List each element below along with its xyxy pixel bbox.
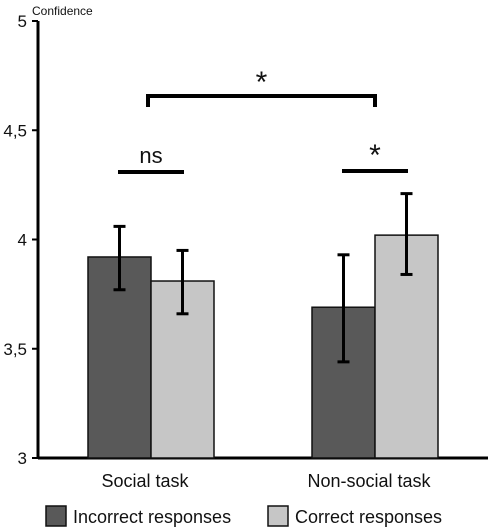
y-tick-label: 4 [18, 231, 27, 250]
legend-label: Incorrect responses [73, 507, 231, 527]
significance-label: * [256, 66, 268, 99]
error-bars [113, 192, 413, 364]
y-tick-label: 4,5 [3, 121, 27, 140]
y-axis-label: Confidence [32, 4, 93, 18]
significance-bracket [146, 94, 377, 107]
legend-label: Correct responses [295, 507, 442, 527]
significance-annotations: ns * * [118, 66, 408, 174]
legend-swatch [45, 505, 67, 527]
y-tick-label: 5 [18, 12, 27, 31]
y-ticks: 5 4,5 4 3,5 3 [3, 12, 38, 468]
x-category-label: Social task [101, 471, 189, 491]
significance-label: * [369, 139, 381, 172]
bars [87, 234, 439, 459]
legend-swatch [267, 505, 289, 527]
legend: Incorrect responses Correct responses [45, 505, 442, 527]
y-tick-label: 3 [18, 449, 27, 468]
x-category-label: Non-social task [307, 471, 431, 491]
y-tick-label: 3,5 [3, 340, 27, 359]
x-category-labels: Social task Non-social task [101, 471, 431, 491]
significance-label: ns [139, 143, 162, 168]
